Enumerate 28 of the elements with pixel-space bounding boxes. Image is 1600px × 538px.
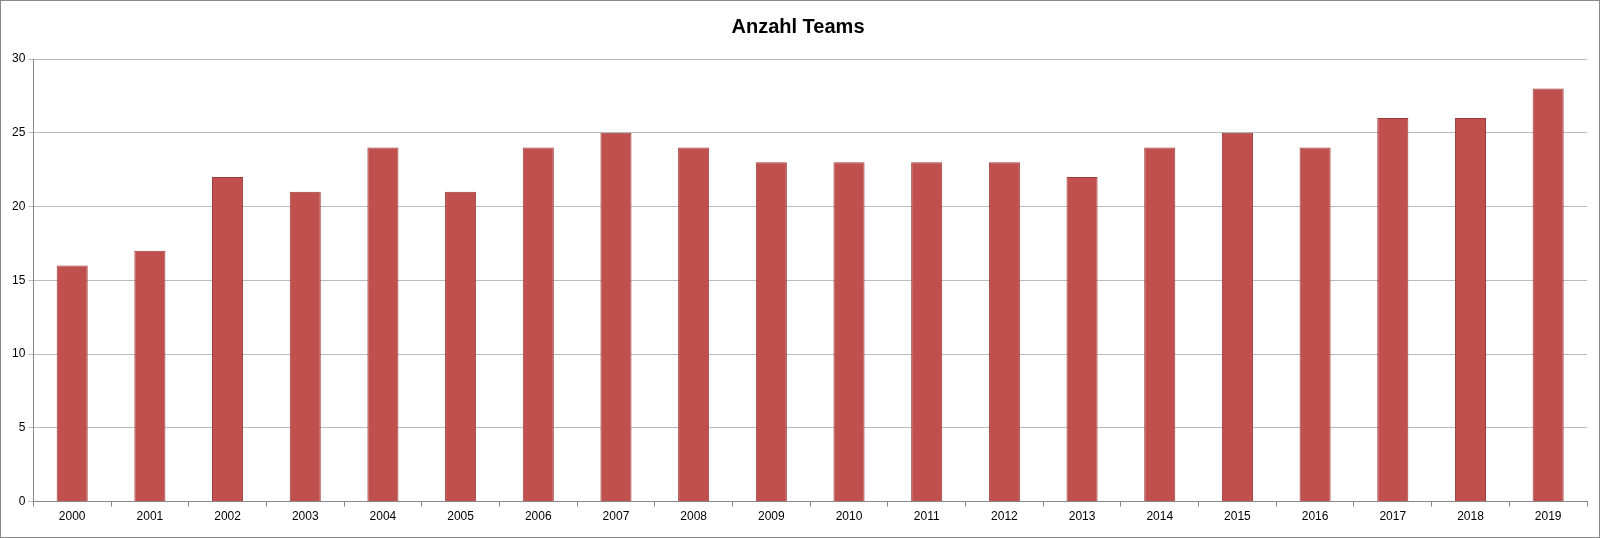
x-tick-label: 2013: [1068, 509, 1096, 524]
x-tick-label: 2016: [1301, 509, 1329, 524]
x-tick-label: 2014: [1146, 509, 1174, 524]
x-tick-label: 2009: [757, 509, 785, 524]
chart-title: Anzahl Teams: [731, 14, 865, 37]
x-tick-label: 2019: [1534, 509, 1562, 524]
x-tick-label: 2018: [1457, 509, 1485, 524]
x-tick-label: 2001: [136, 509, 164, 524]
y-tick-label: 10: [11, 346, 26, 361]
y-tick-label: 30: [11, 51, 26, 66]
x-tick-label: 2007: [602, 509, 630, 524]
y-tick-label: 20: [11, 198, 26, 213]
x-tick-label: 2005: [447, 509, 475, 524]
x-tick-label: 2017: [1379, 509, 1407, 524]
y-tick-label: 0: [18, 493, 26, 508]
y-tick-label: 25: [11, 125, 26, 140]
x-tick-label: 2008: [680, 509, 708, 524]
x-tick-label: 2012: [991, 509, 1019, 524]
x-tick-label: 2011: [913, 509, 940, 524]
x-tick-label: 2010: [835, 509, 863, 524]
x-tick-label: 2015: [1224, 509, 1252, 524]
x-tick-label: 2006: [524, 509, 552, 524]
x-tick-label: 2003: [291, 509, 319, 524]
y-tick-label: 5: [18, 420, 26, 435]
x-tick-label: 2000: [58, 509, 86, 524]
y-tick-label: 15: [11, 272, 26, 287]
x-tick-label: 2004: [369, 509, 397, 524]
x-tick-label: 2002: [214, 509, 242, 524]
